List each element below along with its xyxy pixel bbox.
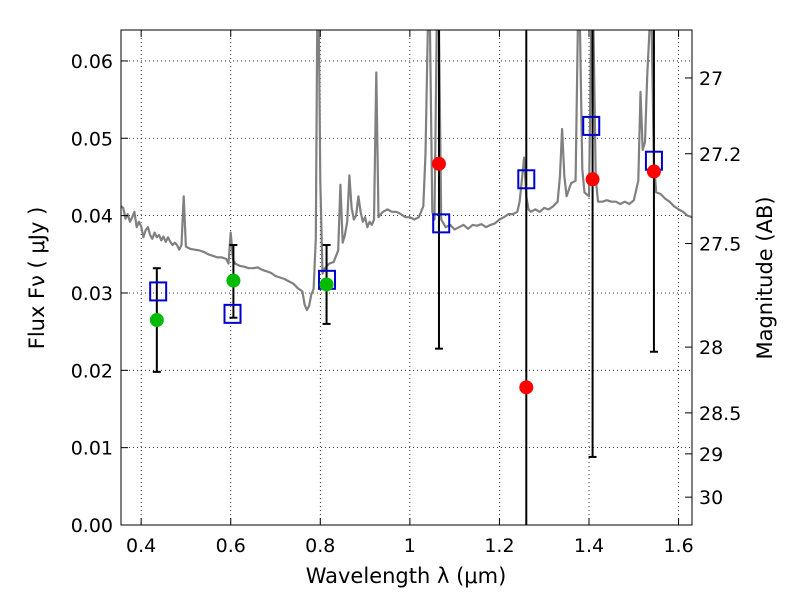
measured-point-red — [585, 172, 600, 187]
y-tick-label: 0.03 — [71, 283, 113, 305]
y-tick-label: 0.06 — [71, 51, 113, 73]
x-tick-label: 0.4 — [126, 535, 156, 557]
model-flux-box — [149, 281, 168, 302]
measured-point-green — [226, 273, 241, 288]
model-spectrum-line — [121, 30, 692, 312]
plot-frame — [120, 29, 693, 526]
right-tick-label: 28 — [699, 337, 723, 359]
right-tick-label: 27 — [699, 68, 723, 90]
grid-lines — [121, 30, 692, 525]
right-axis-label: Magnitude (AB) — [753, 196, 777, 359]
measured-flux-points — [149, 156, 661, 395]
model-flux-box — [582, 115, 601, 136]
y-tick-label: 0.02 — [71, 360, 113, 382]
x-tick-label: 0.6 — [216, 535, 246, 557]
right-tick-label: 28.5 — [699, 403, 741, 425]
plot-area — [121, 30, 692, 525]
y-tick-label: 0.00 — [71, 515, 113, 537]
measured-point-green — [319, 277, 334, 292]
model-flux-box — [223, 303, 242, 324]
y-tick-label: 0.01 — [71, 438, 113, 460]
model-flux-boxes — [149, 115, 663, 324]
measured-point-red — [431, 156, 446, 171]
model-flux-box — [517, 169, 536, 190]
measured-point-red — [519, 380, 534, 395]
y-tick-label: 0.04 — [71, 206, 113, 228]
right-tick-label: 27.5 — [699, 233, 741, 255]
model-flux-box — [432, 213, 451, 234]
x-tick-label: 1 — [404, 535, 416, 557]
right-tick-label: 29 — [699, 444, 723, 466]
right-tick-label: 27.2 — [699, 144, 741, 166]
measured-point-red — [646, 164, 661, 179]
x-tick-label: 1.6 — [663, 535, 693, 557]
y-axis-label: Flux Fν ( μJy ) — [25, 207, 49, 350]
right-tick-label: 30 — [699, 487, 723, 509]
y-axis-ticks: 0.00 0.01 0.02 0.03 0.04 0.05 0.06 — [71, 51, 128, 537]
x-tick-label: 0.8 — [305, 535, 335, 557]
right-axis-ticks: 27 27.2 27.5 28 28.5 29 30 — [685, 68, 741, 509]
x-tick-label: 1.4 — [574, 535, 604, 557]
y-tick-label: 0.05 — [71, 128, 113, 150]
x-tick-label: 1.2 — [484, 535, 514, 557]
x-axis-label: Wavelength λ (μm) — [306, 564, 507, 588]
x-axis-ticks: 0.4 0.6 0.8 1 1.2 1.4 1.6 — [126, 30, 694, 557]
measured-point-green — [149, 313, 164, 328]
